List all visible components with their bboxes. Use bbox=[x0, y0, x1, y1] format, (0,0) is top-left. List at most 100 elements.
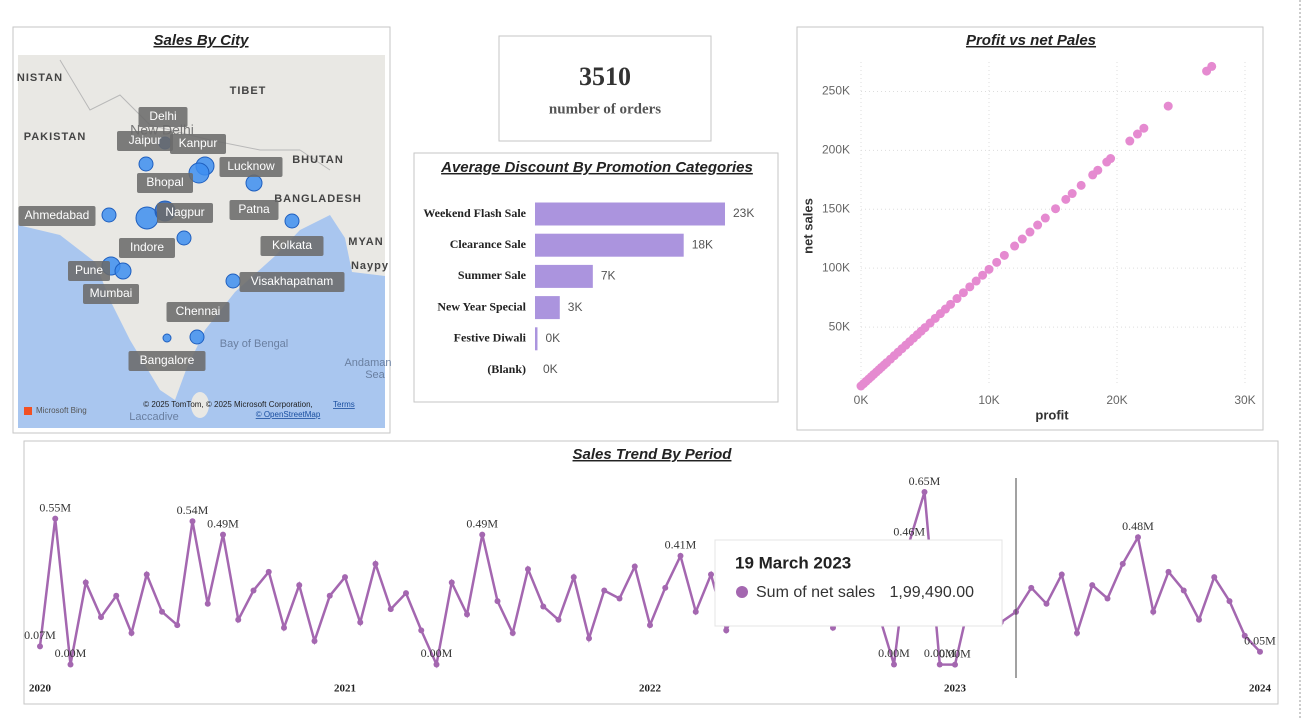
point bbox=[1226, 598, 1233, 605]
city-bubble bbox=[245, 174, 263, 192]
data-label: 0.65M bbox=[909, 474, 941, 488]
point bbox=[601, 587, 608, 594]
kpi-value: 3510 bbox=[579, 62, 631, 91]
point bbox=[647, 622, 653, 629]
point bbox=[357, 619, 364, 626]
city-label-box bbox=[18, 206, 96, 226]
city-label: Pune bbox=[75, 263, 103, 277]
data-label: 0.05M bbox=[1244, 633, 1276, 647]
point bbox=[1074, 630, 1080, 637]
data-label: 0.49M bbox=[466, 516, 498, 530]
point bbox=[387, 606, 394, 613]
x-tick-label: 2022 bbox=[639, 683, 662, 695]
tooltip-series: Sum of net sales bbox=[756, 584, 875, 601]
data-label: 0K bbox=[545, 331, 560, 345]
x-tick-label: 10K bbox=[978, 393, 999, 407]
city-label-box bbox=[157, 203, 213, 223]
point bbox=[984, 264, 994, 274]
tooltip-title: 19 March 2023 bbox=[735, 553, 851, 572]
data-label: 0.00M bbox=[939, 646, 971, 660]
city-label-box bbox=[219, 157, 283, 177]
point bbox=[1119, 560, 1126, 567]
point bbox=[204, 600, 211, 607]
point bbox=[128, 630, 135, 637]
point bbox=[525, 566, 531, 573]
city-bubble bbox=[284, 213, 300, 229]
point bbox=[98, 614, 104, 621]
city-label-box bbox=[166, 302, 230, 322]
data-label: 23K bbox=[733, 206, 754, 220]
point bbox=[1076, 180, 1086, 190]
point bbox=[1051, 204, 1061, 214]
point bbox=[692, 608, 699, 615]
data-label: 0.48M bbox=[1122, 519, 1154, 533]
city-label: Visakhapatnam bbox=[251, 274, 334, 288]
point bbox=[891, 661, 897, 668]
city-bubble bbox=[162, 333, 172, 343]
bing-logo bbox=[24, 407, 32, 415]
kpi-card bbox=[498, 35, 712, 142]
point bbox=[494, 598, 501, 605]
point bbox=[1180, 587, 1187, 594]
point bbox=[999, 250, 1009, 260]
x-tick-label: 2023 bbox=[944, 683, 967, 695]
point bbox=[1043, 600, 1050, 607]
bar bbox=[535, 202, 725, 226]
x-tick-label: 2024 bbox=[1249, 683, 1272, 695]
point bbox=[143, 571, 150, 578]
y-tick-label: New Year Special bbox=[437, 299, 526, 313]
line-title: Sales Trend By Period bbox=[573, 446, 733, 463]
point bbox=[1132, 129, 1142, 139]
scatter-title: Profit vs net Pales bbox=[966, 32, 1096, 49]
data-label: 7K bbox=[601, 269, 616, 283]
x-tick-label: 0K bbox=[854, 393, 869, 407]
city-bubble bbox=[225, 273, 241, 289]
x-tick-label: 30K bbox=[1234, 393, 1255, 407]
city-label-box bbox=[229, 200, 279, 220]
point bbox=[921, 489, 928, 495]
point bbox=[372, 560, 379, 567]
map-place: Bay of Bengal bbox=[220, 338, 289, 350]
data-label: 0.49M bbox=[207, 516, 239, 530]
point bbox=[946, 299, 956, 309]
city-bubble bbox=[138, 156, 154, 172]
point bbox=[570, 574, 577, 581]
city-label: Bhopal bbox=[146, 175, 183, 189]
data-label: 0.54M bbox=[177, 503, 209, 517]
point bbox=[1150, 608, 1157, 615]
point bbox=[174, 622, 181, 629]
point bbox=[1104, 595, 1111, 602]
point bbox=[418, 627, 425, 634]
point bbox=[1196, 616, 1202, 623]
city-label: Nagpur bbox=[165, 205, 204, 219]
city-label: Jaipur bbox=[129, 133, 162, 147]
y-tick-label: 200K bbox=[822, 143, 850, 157]
city-label-box bbox=[170, 134, 226, 154]
x-tick-label: 2020 bbox=[29, 683, 52, 695]
point bbox=[235, 616, 242, 623]
y-tick-label: 50K bbox=[829, 319, 850, 333]
point bbox=[220, 531, 226, 538]
y-tick-label: Weekend Flash Sale bbox=[423, 206, 526, 220]
point bbox=[971, 276, 981, 286]
point bbox=[52, 515, 59, 522]
point bbox=[952, 294, 962, 304]
map-copyright: © 2025 TomTom, © 2025 Microsoft Corporat… bbox=[143, 400, 313, 409]
city-label: Mumbai bbox=[90, 286, 133, 300]
map-place: Laccadive bbox=[129, 411, 179, 423]
data-label: 18K bbox=[692, 237, 713, 251]
point bbox=[1017, 234, 1027, 244]
map-island bbox=[191, 392, 209, 418]
point bbox=[616, 595, 623, 602]
data-label: 0.00M bbox=[421, 646, 453, 660]
x-tick-label: 20K bbox=[1106, 393, 1127, 407]
city-label-box bbox=[119, 238, 175, 258]
point bbox=[1089, 582, 1096, 589]
point bbox=[1163, 101, 1173, 111]
tooltip-swatch bbox=[736, 586, 748, 598]
y-tick-label: 100K bbox=[822, 260, 850, 274]
city-bubble bbox=[189, 329, 205, 345]
point bbox=[555, 616, 562, 623]
city-bubble bbox=[176, 230, 192, 246]
point bbox=[1067, 189, 1077, 199]
